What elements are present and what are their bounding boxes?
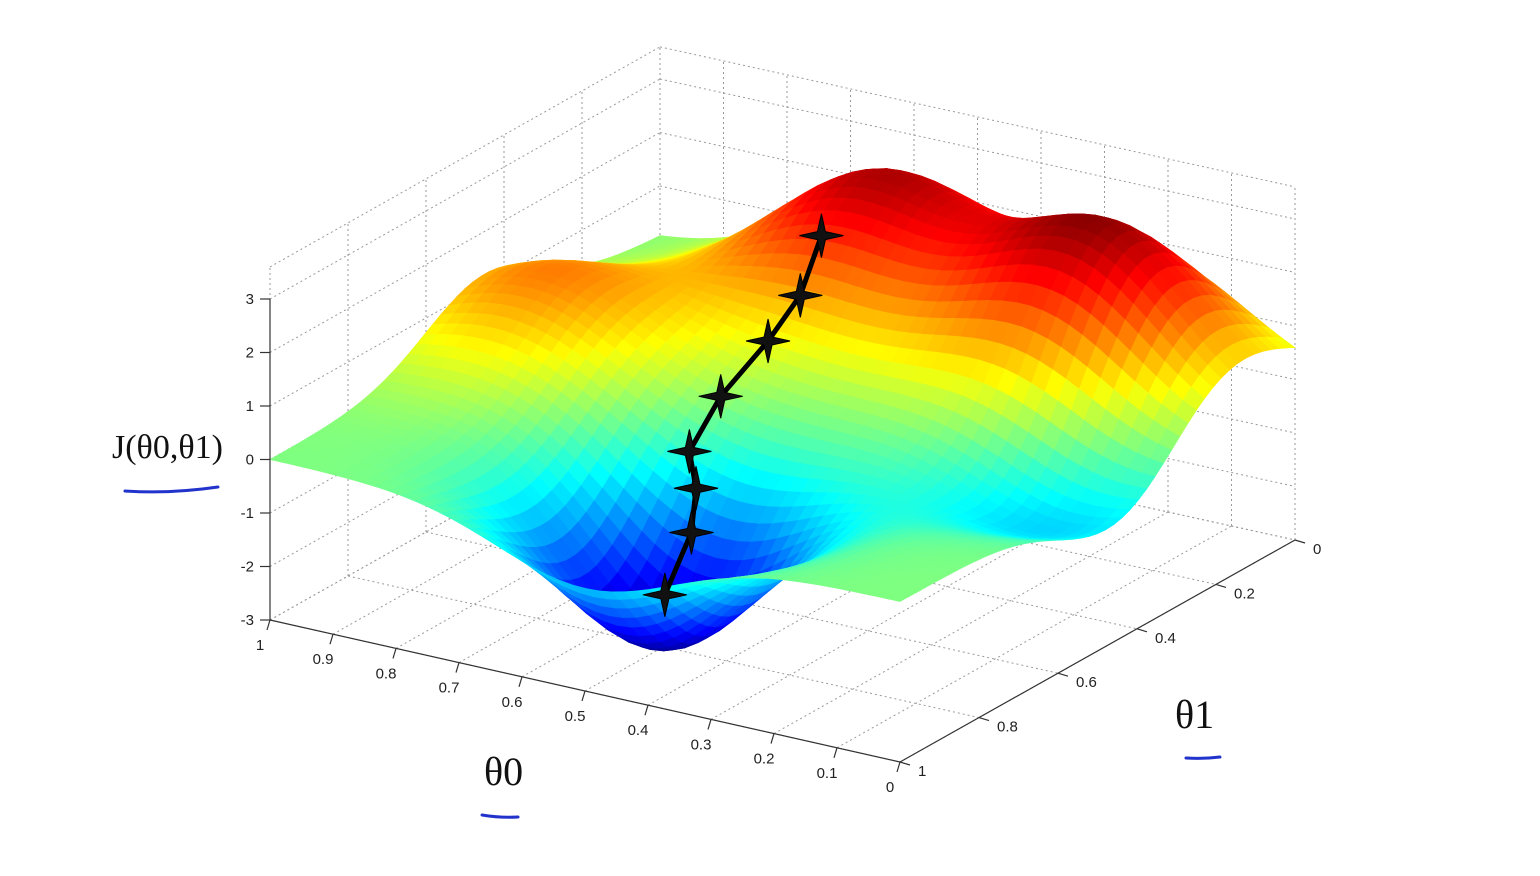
x-tick-label: 0.9 [313, 651, 334, 668]
x-tick-label: 0.1 [817, 765, 838, 782]
wall-gridline [269, 46, 661, 268]
descent-step-marker [667, 429, 712, 474]
floor-gridline [503, 487, 1138, 630]
x-axis-label-underline [480, 813, 520, 819]
x-tick [455, 662, 460, 673]
x-tick [518, 676, 523, 687]
floor-gridline [581, 443, 1217, 585]
x-tick [896, 761, 901, 773]
y-tick-label: 0 [1313, 541, 1321, 558]
x-tick-label: 0.5 [565, 708, 586, 725]
floor-gridline [836, 525, 1232, 749]
y-axis-label-underline [1184, 755, 1222, 760]
z-tick-label: 2 [246, 345, 254, 362]
y-tick-label: 1 [918, 763, 926, 780]
y-tick-label: 0.4 [1155, 630, 1176, 647]
descent-step-marker [669, 510, 714, 555]
wall-gridline [659, 46, 1296, 188]
y-tick-label: 0.2 [1234, 585, 1255, 602]
x-tick [581, 690, 586, 702]
y-tick [899, 761, 911, 766]
z-tick-label: -2 [241, 559, 254, 576]
z-axis-label: J(θ0,θ1) [112, 429, 223, 466]
x-tick-label: 0.7 [439, 680, 460, 697]
x-tick [392, 648, 397, 659]
descent-step-marker [745, 318, 791, 364]
x-tick [833, 747, 838, 758]
descent-step-marker [698, 374, 743, 419]
y-tick-label: 0.6 [1076, 674, 1097, 691]
x-tick-label: 0.3 [691, 736, 712, 753]
x-tick-label: 0 [886, 779, 894, 796]
z-tick-label: -1 [241, 505, 254, 522]
y-tick [978, 717, 990, 722]
x-tick-label: 1 [256, 637, 264, 654]
x-tick [770, 733, 775, 744]
x-tick-label: 0.8 [376, 665, 397, 682]
wall-gridline [659, 78, 1296, 220]
y-axis-line [899, 539, 1296, 763]
y-tick [1215, 583, 1227, 588]
y-tick-label: 0.8 [997, 719, 1018, 736]
descent-step-marker [642, 572, 687, 617]
y-tick [1294, 539, 1306, 544]
descent-path-layer [642, 213, 844, 617]
surface-patch [886, 593, 910, 602]
y-axis-label: θ1 [1175, 692, 1214, 737]
x-tick [266, 619, 271, 631]
z-axis-label-underline [123, 485, 220, 494]
descent-step-marker [778, 273, 823, 318]
surface-layer [269, 168, 1296, 652]
y-tick [1057, 672, 1069, 677]
x-tick-label: 0.2 [754, 751, 775, 768]
z-tick-label: -3 [241, 612, 254, 629]
x-axis-label: θ0 [484, 749, 523, 794]
x-tick-label: 0.6 [502, 694, 523, 711]
descent-step-marker [673, 466, 719, 511]
y-tick [1136, 628, 1148, 633]
z-tick-label: 3 [246, 291, 254, 308]
descent-step-marker [799, 213, 844, 258]
tick-label-layer: 3210-1-2-310.90.80.70.60.50.40.30.20.100… [241, 291, 1322, 796]
x-tick [329, 634, 334, 645]
z-tick-label: 1 [246, 398, 254, 415]
x-tick-label: 0.4 [628, 722, 649, 739]
x-tick [644, 705, 649, 716]
z-tick-label: 0 [246, 452, 254, 469]
x-tick [707, 719, 712, 730]
floor-gridline [773, 511, 1169, 735]
